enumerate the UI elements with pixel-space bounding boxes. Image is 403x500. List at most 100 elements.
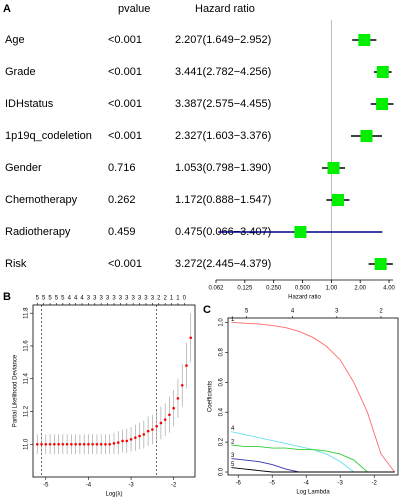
hazard-ratio-marker bbox=[327, 162, 340, 174]
y-tick-label: 11.6 bbox=[24, 340, 30, 352]
row-label: Chemotherapy bbox=[5, 194, 78, 206]
top-tick-label: 5 bbox=[245, 309, 249, 315]
hazard-ratio-marker bbox=[376, 98, 389, 110]
x-tick-label: 0.062 bbox=[208, 286, 224, 292]
x-tick-label: -3 bbox=[128, 483, 134, 489]
point bbox=[112, 442, 116, 445]
point bbox=[70, 442, 73, 446]
series-label: 1 bbox=[231, 317, 235, 323]
hazard-ratio-marker bbox=[374, 258, 387, 270]
point bbox=[185, 364, 188, 367]
point bbox=[168, 413, 171, 417]
point bbox=[155, 424, 158, 428]
point bbox=[134, 436, 137, 439]
y-tick-label: 11.2 bbox=[24, 405, 30, 417]
point bbox=[129, 438, 133, 441]
point bbox=[48, 442, 52, 446]
hazard-ratio-label: 3.272(2.445−4.379) bbox=[175, 258, 271, 270]
hazard-ratio-label: 3.387(2.575−4.455) bbox=[175, 98, 271, 110]
p-value: <0.001 bbox=[108, 258, 142, 270]
top-tick-label: 4 bbox=[291, 309, 295, 315]
x-tick-label: -2 bbox=[372, 481, 378, 487]
top-tick-label: 5 bbox=[48, 296, 52, 302]
point bbox=[82, 442, 86, 446]
point bbox=[180, 383, 184, 387]
x-tick-label: -5 bbox=[43, 483, 49, 489]
top-tick-label: 5 bbox=[42, 296, 46, 302]
point bbox=[138, 434, 141, 438]
row-label: Grade bbox=[5, 66, 36, 78]
x-tick-label: -4 bbox=[304, 481, 310, 487]
x-tick-label: -4 bbox=[86, 483, 92, 489]
point bbox=[151, 428, 154, 431]
series-label: 5 bbox=[231, 462, 235, 468]
hazard-ratio-label: 3.441(2.782−4.256) bbox=[175, 66, 271, 78]
x-tick-label: 4.00 bbox=[383, 286, 395, 292]
top-tick-label: 3 bbox=[93, 296, 97, 302]
column-header: pvalue bbox=[118, 3, 150, 15]
y-tick-label: 1.0 bbox=[219, 318, 225, 327]
point bbox=[159, 421, 163, 425]
point bbox=[74, 442, 77, 446]
p-value: <0.001 bbox=[108, 130, 142, 142]
point bbox=[121, 439, 124, 443]
x-tick-label: -5 bbox=[270, 481, 276, 487]
p-value: <0.001 bbox=[108, 34, 142, 46]
top-tick-label: 3 bbox=[119, 296, 123, 302]
top-tick-label: 2 bbox=[163, 296, 167, 302]
top-tick-label: 2 bbox=[379, 309, 383, 315]
y-tick-label: 0.6 bbox=[219, 377, 225, 386]
row-label: Radiotherapy bbox=[5, 226, 71, 238]
x-tick-label: 0.250 bbox=[266, 286, 282, 292]
x-tick-label: -6 bbox=[236, 481, 242, 487]
point bbox=[40, 442, 43, 446]
row-label: Gender bbox=[5, 162, 42, 174]
point bbox=[163, 418, 167, 421]
y-tick-label: 11.4 bbox=[24, 372, 30, 384]
hazard-ratio-label: 1.053(0.798−1.390) bbox=[175, 162, 271, 174]
row-label: 1p19q_codeletion bbox=[5, 130, 92, 142]
x-tick-label: -3 bbox=[338, 481, 344, 487]
y-tick-label: 0.0 bbox=[219, 467, 225, 476]
top-tick-label: 1 bbox=[170, 296, 174, 302]
point bbox=[104, 442, 107, 446]
top-tick-label: 3 bbox=[100, 296, 104, 302]
point bbox=[78, 442, 82, 446]
panel-label: C bbox=[203, 304, 211, 316]
p-value: 0.716 bbox=[108, 162, 136, 174]
y-tick-label: 11.8 bbox=[24, 307, 30, 319]
coefficient-line bbox=[231, 322, 395, 473]
series-label: 4 bbox=[231, 426, 235, 432]
hazard-ratio-marker bbox=[331, 194, 344, 206]
x-tick-label: 0.500 bbox=[295, 286, 311, 292]
y-tick-label: 11.0 bbox=[24, 438, 30, 450]
p-value: 0.262 bbox=[108, 194, 136, 206]
point bbox=[189, 336, 193, 340]
x-axis-label: Log Lambda bbox=[296, 490, 330, 496]
y-tick-label: 0.8 bbox=[219, 348, 225, 357]
point bbox=[146, 429, 150, 433]
hazard-ratio-label: 2.327(1.603−3.376) bbox=[175, 130, 271, 142]
panel-label: A bbox=[3, 3, 11, 15]
point bbox=[61, 442, 65, 446]
x-axis-label: Log(λ) bbox=[105, 492, 122, 498]
row-label: Age bbox=[5, 34, 25, 46]
row-label: Risk bbox=[5, 258, 27, 270]
top-tick-label: 3 bbox=[335, 309, 339, 315]
plot-frame bbox=[227, 317, 399, 476]
point bbox=[91, 442, 94, 446]
hazard-ratio-marker bbox=[376, 66, 389, 78]
point bbox=[35, 442, 39, 446]
column-header: Hazard ratio bbox=[195, 3, 255, 15]
point bbox=[44, 442, 48, 446]
x-tick-label: 0.125 bbox=[237, 286, 253, 292]
p-value: 0.459 bbox=[108, 226, 136, 238]
top-tick-label: 3 bbox=[106, 296, 110, 302]
x-axis-label: Hazard ratio bbox=[288, 295, 321, 301]
point bbox=[99, 442, 103, 446]
point bbox=[87, 442, 90, 446]
coefficient-line bbox=[231, 431, 395, 473]
p-value: <0.001 bbox=[108, 98, 142, 110]
top-tick-label: 5 bbox=[36, 296, 40, 302]
